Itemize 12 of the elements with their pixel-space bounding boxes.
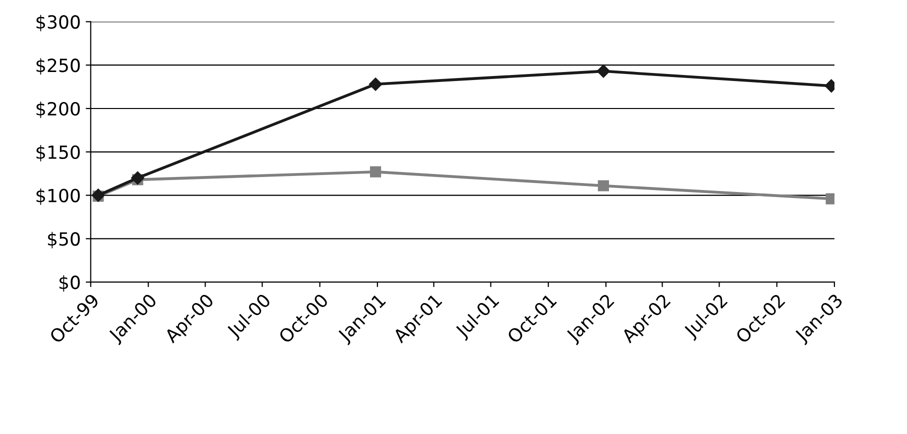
point	[598, 180, 609, 192]
y-tick-label: $300	[36, 14, 80, 32]
point	[368, 78, 382, 91]
y-tick-label: $250	[36, 58, 80, 75]
y-tick-label: $0	[60, 275, 80, 292]
y-tick-label: $200	[36, 102, 80, 118]
point	[131, 171, 144, 185]
point	[596, 64, 610, 78]
y-tick-label: $150	[36, 145, 80, 162]
point	[370, 166, 382, 178]
y-tick-label: $50	[48, 232, 80, 248]
y-tick-label: $100	[36, 188, 80, 205]
